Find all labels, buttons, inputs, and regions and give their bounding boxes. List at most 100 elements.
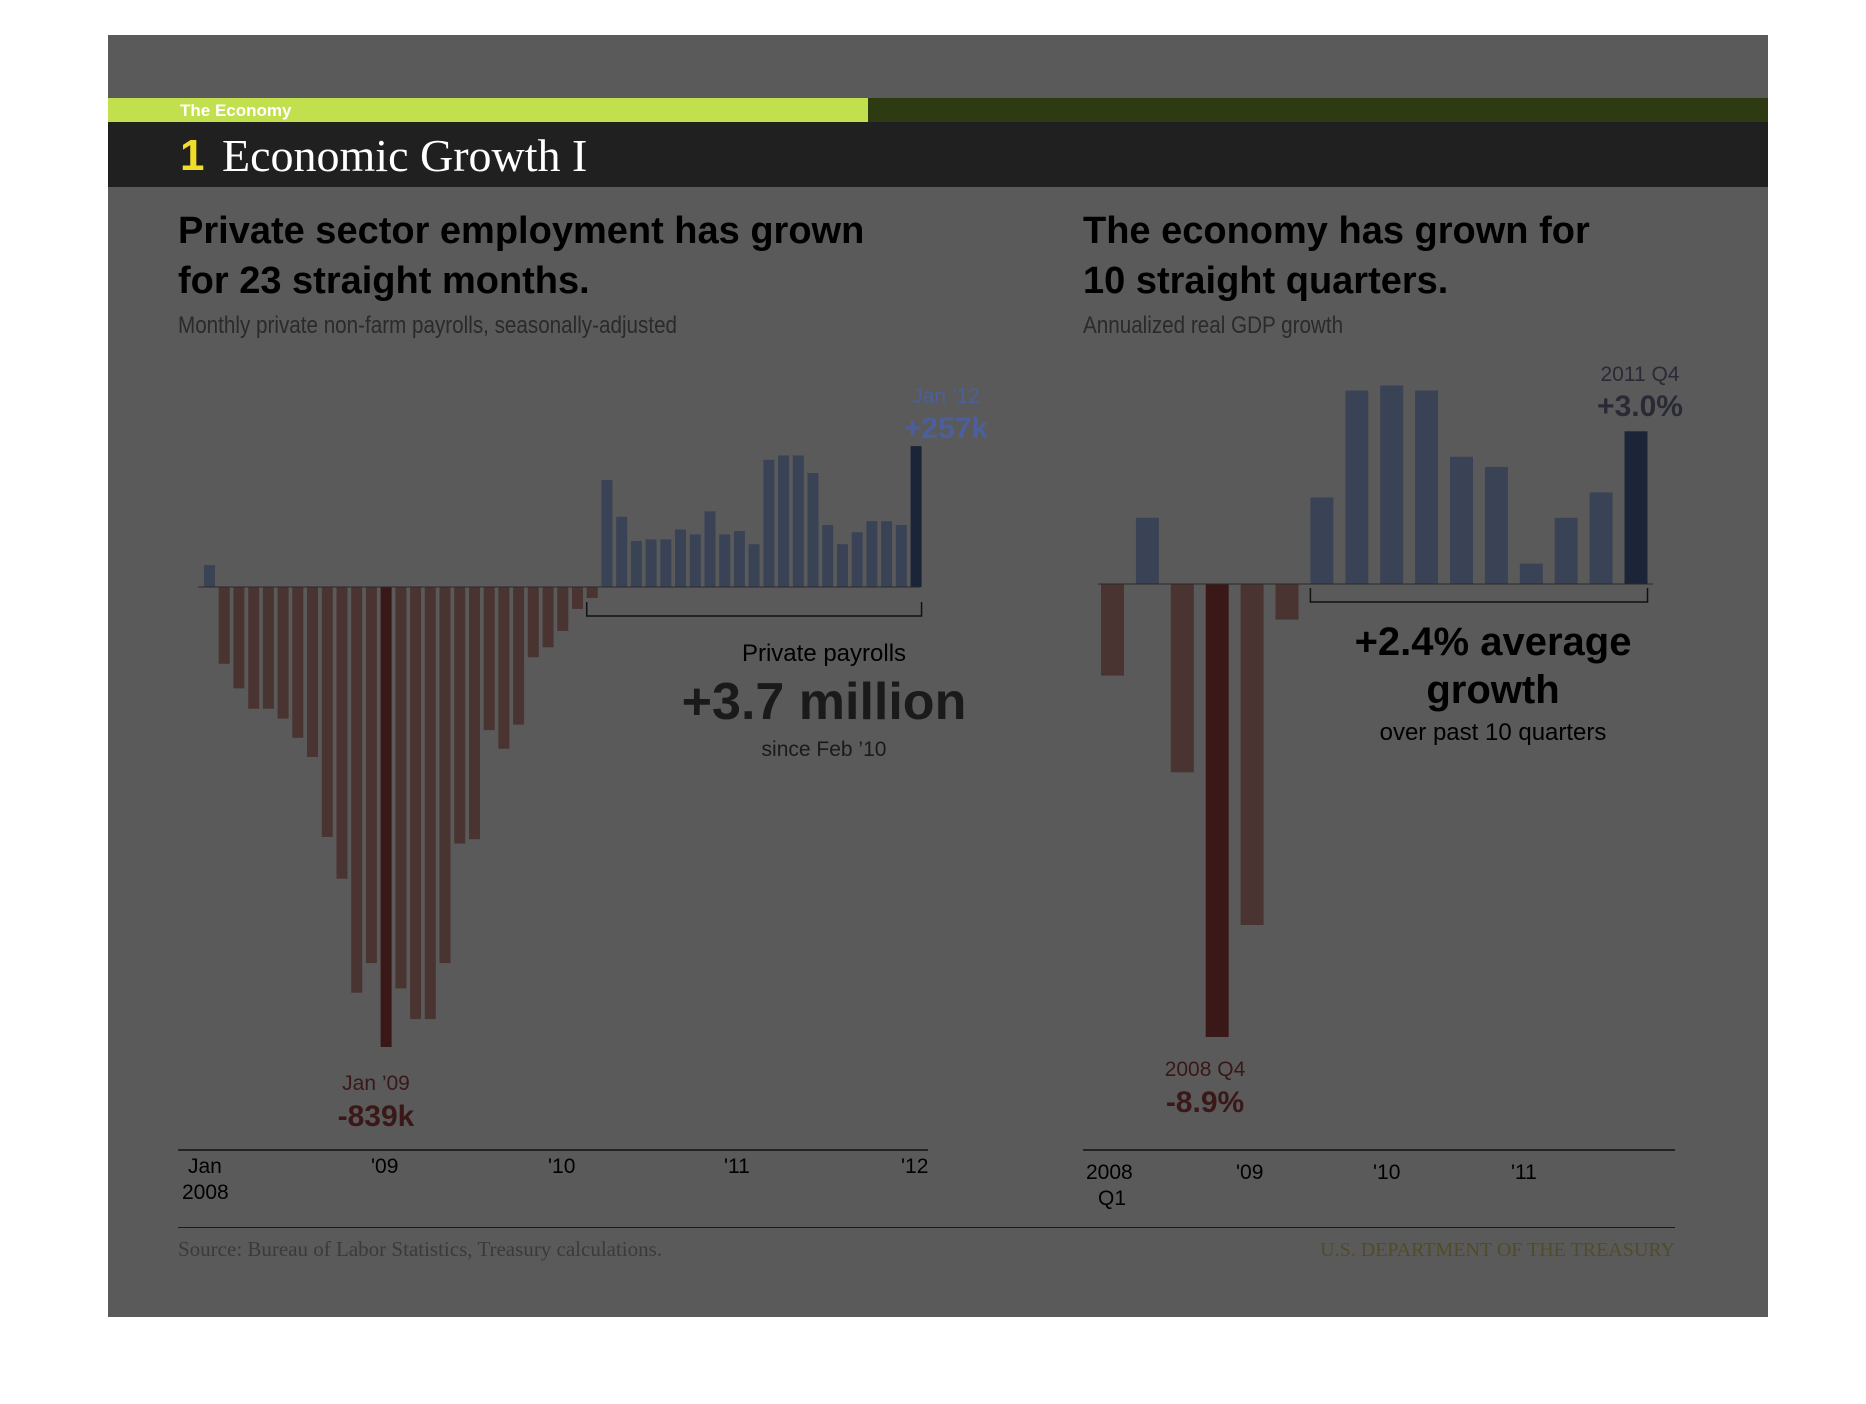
payroll-bar-aug-2009 [483, 587, 495, 731]
right-summary-line1: +2.4% average [1354, 620, 1632, 664]
section-bar-dark [868, 98, 1768, 122]
payroll-bar-mar-2008 [233, 587, 245, 689]
left-bracket [585, 602, 923, 617]
payroll-bar-jun-2010 [630, 540, 642, 587]
payroll-bar-may-2010 [616, 516, 628, 587]
right-high-value: +3.0% [1597, 390, 1683, 423]
gdp-bar-2008-q1 [1101, 584, 1124, 676]
slide: The Economy 1 Economic Growth I Private … [108, 35, 1768, 1317]
left-summary-note: since Feb ’10 [761, 738, 887, 761]
right-x-tick-q1: Q1 [1098, 1187, 1127, 1210]
left-summary-label: Private payrolls [741, 640, 907, 667]
right-low-value: -8.9% [1165, 1086, 1245, 1119]
payroll-bar-jul-2010 [645, 539, 657, 587]
payroll-bar-nov-2008 [351, 587, 363, 993]
payroll-bar-feb-2010 [572, 587, 583, 609]
payroll-bar-jun-2008 [277, 587, 289, 719]
payroll-bar-dec-2009 [542, 587, 554, 648]
right-x-tick-2008: 2008 [1086, 1161, 1133, 1184]
payroll-bar-may-2008 [262, 587, 274, 709]
left-x-tick-2008: 2008 [182, 1181, 229, 1204]
right-headline-line2: 10 straight quarters. [1083, 260, 1449, 302]
left-subtitle: Monthly private non-farm payrolls, seaso… [178, 312, 678, 339]
gdp-bar-2010-q4 [1484, 466, 1508, 584]
title-bar [108, 122, 1768, 187]
gdp-bar-2008-q3 [1170, 584, 1194, 773]
payroll-bar-dec-2010 [719, 534, 731, 587]
gdp-bar-2010-q3 [1450, 456, 1473, 585]
payroll-bar-sep-2011 [851, 532, 863, 587]
gdp-bar-2009-q1 [1240, 584, 1264, 925]
payroll-bar-apr-2010 [601, 480, 613, 587]
section-label: The Economy [180, 101, 292, 120]
right-summary-line2: growth [1426, 668, 1560, 712]
payroll-bar-sep-2010 [675, 529, 686, 587]
gdp-bar-2010-q1 [1380, 385, 1404, 584]
gdp-bar-2009-q2 [1275, 584, 1299, 620]
left-x-tick-jan: Jan [188, 1155, 222, 1178]
payroll-bar-dec-2008 [365, 587, 377, 964]
payroll-bar-apr-2009 [424, 587, 436, 1020]
left-low-label: Jan ’09 [342, 1072, 410, 1095]
payroll-bar-feb-2009 [395, 587, 407, 989]
slide-number: 1 [180, 131, 205, 180]
left-x-tick-11: '11 [724, 1155, 750, 1178]
right-x-tick-09: '09 [1236, 1161, 1264, 1184]
left-x-tick-09: '09 [371, 1155, 399, 1178]
payroll-bar-oct-2011 [866, 521, 878, 587]
payroll-bar-nov-2010 [704, 511, 716, 587]
right-bracket [1309, 588, 1649, 603]
payroll-bar-jun-2009 [454, 587, 466, 844]
left-low-value: -839k [337, 1100, 415, 1133]
payroll-bar-mar-2011 [763, 459, 775, 587]
right-subtitle: Annualized real GDP growth [1083, 312, 1344, 339]
gdp-bar-2009-q4 [1345, 390, 1369, 584]
right-x-tick-10: '10 [1373, 1161, 1401, 1184]
payroll-bar-jan-2012 [910, 446, 922, 587]
payroll-bar-oct-2008 [336, 587, 348, 879]
gdp-bar-2008-q2 [1135, 517, 1159, 584]
gdp-bar-2011-q4 [1624, 431, 1648, 584]
right-low-label: 2008 Q4 [1164, 1058, 1246, 1081]
gdp-bar-2008-q4 [1205, 584, 1229, 1037]
payroll-bar-jul-2009 [469, 587, 480, 840]
left-headline-line1: Private sector employment has grown [178, 210, 865, 252]
payroll-bar-apr-2011 [778, 455, 790, 587]
right-summary-note: over past 10 quarters [1379, 719, 1607, 746]
gdp-bar-2011-q2 [1554, 517, 1578, 584]
footer-rule [178, 1227, 1675, 1228]
payroll-bar-jun-2011 [807, 473, 819, 587]
right-headline-line1: The economy has grown for [1083, 210, 1590, 252]
payroll-bar-sep-2008 [321, 587, 333, 837]
left-summary-value: +3.7 million [681, 673, 967, 731]
left-headline-line2: for 23 straight months. [178, 260, 590, 302]
footer-agency: U.S. DEPARTMENT OF THE TREASURY [1320, 1239, 1675, 1261]
payroll-bar-jan-2009 [380, 587, 392, 1047]
payroll-bar-jul-2008 [292, 587, 304, 738]
payroll-bar-sep-2009 [498, 587, 510, 749]
payroll-bar-mar-2009 [410, 587, 422, 1020]
gdp-bar-2009-q3 [1310, 497, 1334, 584]
payroll-bar-nov-2011 [881, 521, 893, 587]
payroll-bar-dec-2011 [895, 525, 907, 587]
gdp-bar-2011-q1 [1519, 563, 1543, 584]
payroll-bar-jul-2011 [822, 525, 834, 587]
gdp-bar-2011-q3 [1589, 492, 1613, 584]
slide-title: Economic Growth I [222, 130, 588, 181]
payroll-bar-jan-2008 [204, 565, 215, 587]
right-x-tick-11: '11 [1511, 1161, 1537, 1184]
left-x-tick-10: '10 [548, 1155, 576, 1178]
payroll-bar-aug-2008 [307, 587, 318, 757]
payroll-bar-feb-2008 [218, 587, 230, 664]
payroll-bar-mar-2010 [586, 587, 598, 598]
gdp-bar-2010-q2 [1415, 390, 1439, 584]
payroll-bar-oct-2010 [689, 534, 701, 587]
payroll-bar-nov-2009 [527, 587, 539, 658]
payroll-bar-jan-2010 [557, 587, 569, 631]
payroll-bar-feb-2011 [748, 544, 760, 587]
footer-source: Source: Bureau of Labor Statistics, Trea… [178, 1237, 663, 1261]
charts-svg [178, 385, 1675, 1151]
payroll-bar-aug-2010 [660, 539, 672, 587]
payroll-bar-may-2009 [439, 587, 451, 964]
left-high-value: +257k [903, 412, 989, 445]
